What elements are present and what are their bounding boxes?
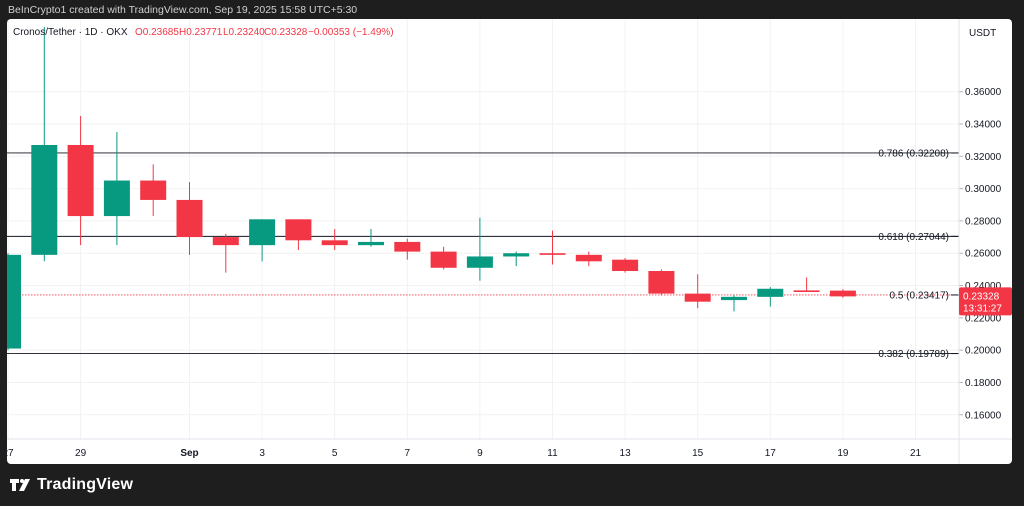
- chart-panel[interactable]: 0.786 (0.32208) 0.618 (0.27044) 0.5 (0.234…: [7, 19, 1012, 464]
- candle-body: [793, 290, 820, 292]
- candle-body: [103, 180, 130, 217]
- price-tick-label: 0.28000: [965, 216, 1002, 227]
- chart-credit: BeInCrypto1 created with TradingView.com…: [8, 4, 358, 16]
- candle: [503, 251, 530, 267]
- candle-body: [575, 254, 602, 262]
- time-tick-label: 21: [910, 448, 922, 459]
- candle: [757, 287, 784, 307]
- legend-low: L0.23240: [223, 27, 265, 38]
- time-tick-label: 15: [692, 448, 704, 459]
- candle: [466, 217, 493, 281]
- time-tick-label: Sep: [180, 448, 198, 459]
- legend-symbol: Cronos/Tether · 1D · OKX: [13, 27, 128, 38]
- candle: [321, 229, 348, 250]
- candle: [7, 253, 21, 351]
- candle: [648, 269, 675, 296]
- candle-body: [67, 145, 94, 217]
- candle-body: [321, 240, 348, 246]
- time-tick-label: 13: [620, 448, 632, 459]
- candle: [539, 230, 566, 265]
- current-price-label: 0.23328: [963, 291, 1000, 302]
- candle-body: [358, 241, 384, 246]
- candle: [358, 229, 384, 247]
- candle: [612, 258, 639, 273]
- legend-high: H0.23771: [179, 27, 223, 38]
- candle: [176, 182, 203, 255]
- fib-level-label: 0.382 (0.19789): [878, 349, 949, 360]
- candle: [430, 246, 457, 270]
- price-tick-label: 0.16000: [965, 410, 1002, 421]
- candle-body: [285, 219, 312, 241]
- candle-body: [539, 253, 566, 255]
- candle-body: [684, 293, 711, 302]
- price-tick-label: 0.30000: [965, 184, 1002, 195]
- candle: [212, 233, 239, 273]
- price-tick-label: 0.22000: [965, 313, 1002, 324]
- grid-lines: [7, 19, 959, 439]
- candle: [285, 219, 312, 250]
- candle: [249, 219, 276, 262]
- legend-close: C0.23328: [264, 27, 308, 38]
- time-tick-label: 19: [837, 448, 849, 459]
- candle-body: [648, 271, 675, 294]
- candle-body: [757, 288, 784, 297]
- candle-body: [503, 253, 530, 257]
- price-tick-label: 0.24000: [965, 281, 1002, 292]
- candle: [103, 132, 130, 246]
- time-tick-label: 17: [765, 448, 777, 459]
- fib-level-label: 0.786 (0.32208): [878, 148, 949, 159]
- time-tick-label: 9: [477, 448, 483, 459]
- price-axis: 0.16000 0.18000 0.20000 0.22000 0.24000 0.260…: [958, 19, 1012, 464]
- candle-body: [31, 145, 58, 255]
- candle-body: [7, 254, 21, 349]
- time-tick-label: 3: [259, 448, 265, 459]
- candle-body: [721, 296, 747, 301]
- price-tick-label: 0.32000: [965, 152, 1002, 163]
- candle: [31, 27, 58, 262]
- candle-body: [394, 241, 421, 252]
- candle: [793, 277, 820, 292]
- time-tick-label: 27: [7, 448, 14, 459]
- price-tick-label: 0.20000: [965, 346, 1002, 357]
- price-tick-label: 0.18000: [965, 378, 1002, 389]
- price-tick-label: 0.34000: [965, 120, 1002, 131]
- candle-body: [829, 290, 856, 297]
- candle: [140, 164, 167, 217]
- candle: [575, 251, 602, 267]
- fib-level-label: 0.618 (0.27044): [878, 232, 949, 243]
- candle-body: [466, 256, 493, 268]
- candle-body: [612, 259, 639, 271]
- time-tick-label: 5: [332, 448, 338, 459]
- legend-open: O0.23685: [135, 27, 179, 38]
- candles: [7, 27, 856, 351]
- candle: [394, 238, 421, 260]
- price-tick-label: 0.26000: [965, 249, 1002, 260]
- candle-countdown-label: 13:31:27: [963, 303, 1002, 314]
- candle-body: [212, 237, 239, 246]
- time-tick-label: 11: [547, 448, 558, 459]
- currency-label: USDT: [969, 28, 996, 39]
- candle-body: [176, 199, 203, 238]
- candle: [721, 295, 747, 312]
- price-tick-label: 0.36000: [965, 87, 1002, 98]
- time-tick-label: 7: [405, 448, 411, 459]
- fibonacci-levels: 0.786 (0.32208) 0.618 (0.27044) 0.5 (0.234…: [7, 148, 959, 360]
- time-axis: 27 29 Sep 3 5 7 9 11 13 15 17 19 21: [7, 438, 1012, 459]
- fib-level-label: 0.5 (0.23417): [890, 290, 950, 301]
- legend-change: −0.00353 (−1.49%): [308, 27, 394, 38]
- candlestick-chart[interactable]: 0.786 (0.32208) 0.618 (0.27044) 0.5 (0.234…: [7, 19, 1012, 464]
- candle-body: [249, 219, 276, 246]
- candle-body: [430, 251, 457, 268]
- current-price-tag: [959, 287, 1012, 316]
- tradingview-brand: TradingView: [37, 476, 134, 493]
- tradingview-logo-icon: [10, 479, 30, 491]
- candle: [684, 274, 711, 309]
- candle: [829, 289, 856, 298]
- tradingview-logo[interactable]: TradingView: [10, 474, 133, 496]
- time-tick-label: 29: [75, 448, 87, 459]
- candle: [67, 115, 94, 246]
- candle-body: [140, 180, 167, 200]
